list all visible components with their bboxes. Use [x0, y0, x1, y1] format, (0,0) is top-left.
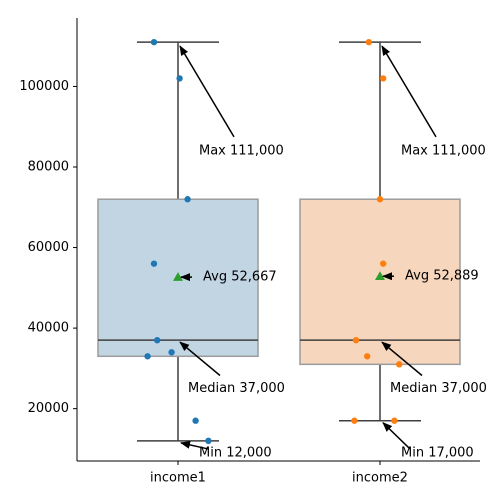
annotation-median: Median 37,000: [390, 381, 487, 396]
data-point: [192, 417, 199, 424]
data-point: [396, 361, 403, 368]
annotation-arrow-median: [381, 341, 423, 377]
annotation-arrow-min: [180, 440, 209, 450]
annotation-max: Max 111,000: [199, 143, 284, 158]
annotation-avg: Avg 52,889: [405, 269, 479, 284]
data-point: [391, 417, 398, 424]
data-point: [376, 196, 384, 203]
box-group-income1: [97, 38, 259, 445]
annotation-min: Min 17,000: [401, 445, 474, 460]
annotation-arrow-max: [381, 45, 437, 138]
data-point: [351, 417, 358, 424]
y-tick-label: 40000: [28, 321, 69, 336]
y-tick-label: 80000: [28, 160, 69, 175]
axes: 20000 40000 60000 80000 100000 income1 income2: [19, 18, 480, 486]
y-tick-label: 100000: [19, 79, 69, 94]
data-point: [380, 75, 387, 82]
data-point: [150, 260, 158, 267]
data-point: [168, 349, 175, 356]
plot-area: Max 111,000 Avg 52,667 Median 37,000 Min 12…: [97, 38, 487, 460]
data-point: [364, 353, 371, 360]
data-point: [184, 196, 191, 203]
annotation-median: Median 37,000: [188, 381, 285, 396]
annotation-min: Min 12,000: [199, 445, 272, 460]
data-point: [150, 38, 158, 46]
box-iqr: [299, 198, 461, 366]
annotation-arrow-min: [382, 422, 411, 450]
annotation-avg: Avg 52,667: [203, 270, 277, 285]
annotation-max: Max 111,000: [401, 143, 486, 158]
data-point: [154, 336, 161, 344]
box-group-income2: [299, 38, 461, 424]
x-tick-label-income2: income2: [352, 471, 408, 486]
annotation-arrow-median: [179, 341, 221, 377]
x-tick-label-income1: income1: [150, 471, 206, 486]
annotation-arrow-max: [179, 45, 235, 138]
data-point: [176, 75, 183, 82]
data-point: [365, 38, 372, 46]
y-tick-label: 60000: [28, 240, 69, 255]
data-point: [352, 336, 360, 344]
y-tick-label: 20000: [28, 401, 69, 416]
data-point: [144, 353, 151, 360]
data-point: [380, 260, 387, 267]
data-point: [205, 437, 212, 445]
